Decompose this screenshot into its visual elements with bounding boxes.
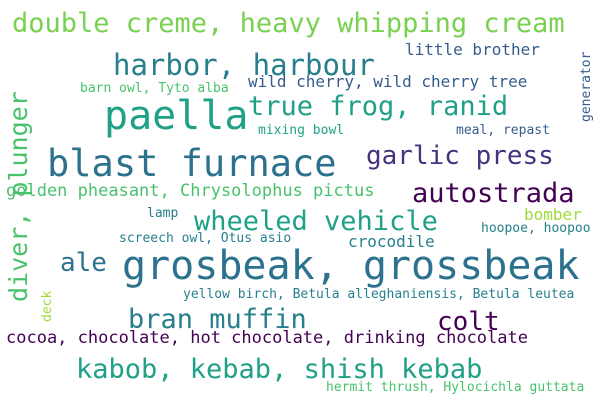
word-lamp: lamp [147,206,179,221]
word-mixing-bowl: mixing bowl [258,123,345,138]
word-generator: generator [579,51,594,122]
word-barn-owl: barn owl, Tyto alba [80,81,229,96]
word-little-brother: little brother [405,40,540,59]
word-yellow-birch: yellow birch, Betula alleghaniensis, Bet… [183,287,575,302]
word-deck: deck [40,290,55,322]
word-crocodile: crocodile [348,232,435,251]
word-true-frog: true frog, ranid [248,91,509,122]
word-screech-owl: screech owl, Otus asio [119,231,292,246]
word-wheeled-vehicle: wheeled vehicle [194,206,438,237]
word-blast-furnace: blast furnace [47,142,337,185]
word-kabob: kabob, kebab, shish kebab [76,354,483,385]
word-garlic-press: garlic press [366,141,554,171]
word-grosbeak: grosbeak, grossbeak [122,243,580,289]
word-wild-cherry: wild cherry, wild cherry tree [248,72,528,91]
word-hoopoe: hoopoe, hoopoo [481,221,591,236]
word-paella: paella [104,93,249,139]
word-colt: colt [437,307,500,337]
word-cocoa: cocoa, chocolate, hot chocolate, drinkin… [6,328,528,348]
word-bran-muffin: bran muffin [128,304,307,335]
word-harbor: harbor, harbour [113,48,375,82]
word-ale: ale [60,248,107,278]
word-bomber: bomber [524,205,582,224]
word-golden-pheasant: golden pheasant, Chrysolophus pictus [6,181,375,201]
word-double-creme: double creme, heavy whipping cream [12,8,565,39]
word-hermit-thrush: hermit thrush, Hylocichla guttata [326,380,585,395]
word-autostrada: autostrada [412,178,575,209]
word-meal-repast: meal, repast [456,123,550,138]
